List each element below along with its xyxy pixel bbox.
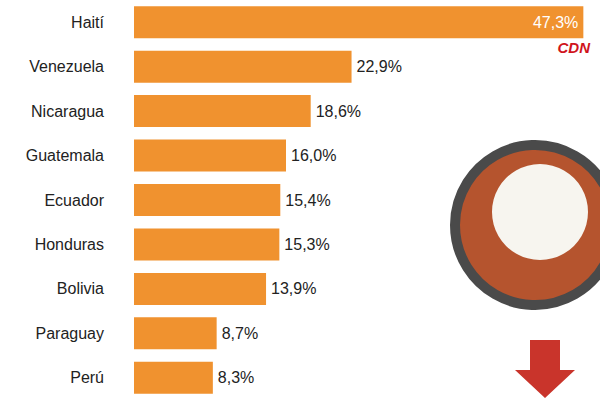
svg-text:8,3%: 8,3%: [218, 369, 254, 386]
svg-text:15,4%: 15,4%: [285, 192, 330, 209]
svg-text:18,6%: 18,6%: [316, 103, 361, 120]
svg-text:Bolivia: Bolivia: [57, 280, 104, 297]
svg-text:Honduras: Honduras: [35, 236, 104, 253]
svg-text:47,3%: 47,3%: [533, 14, 578, 31]
svg-text:16,0%: 16,0%: [291, 147, 336, 164]
svg-text:Haití: Haití: [71, 14, 104, 31]
svg-text:8,7%: 8,7%: [222, 325, 258, 342]
svg-text:Guatemala: Guatemala: [26, 147, 104, 164]
svg-text:15,3%: 15,3%: [284, 236, 329, 253]
svg-text:Nicaragua: Nicaragua: [31, 103, 104, 120]
svg-text:CDN: CDN: [558, 39, 592, 56]
svg-text:Paraguay: Paraguay: [36, 325, 105, 342]
svg-text:Venezuela: Venezuela: [29, 58, 104, 75]
svg-text:Ecuador: Ecuador: [44, 192, 104, 209]
svg-text:Perú: Perú: [70, 369, 104, 386]
svg-text:13,9%: 13,9%: [271, 280, 316, 297]
svg-text:22,9%: 22,9%: [357, 58, 402, 75]
